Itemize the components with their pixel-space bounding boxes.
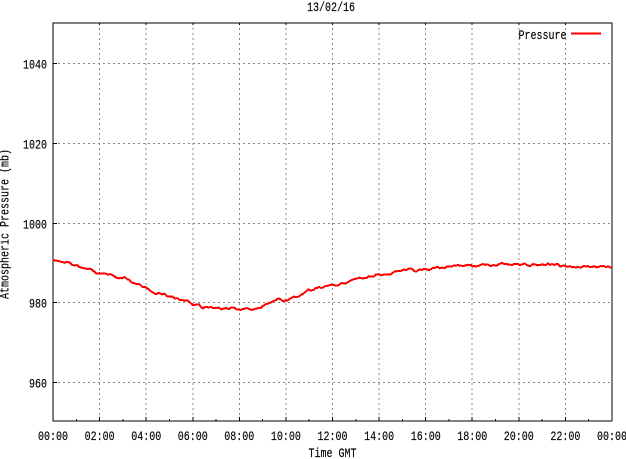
svg-text:Time GMT: Time GMT: [308, 447, 356, 459]
svg-text:14:00: 14:00: [364, 430, 394, 445]
svg-text:1040: 1040: [23, 58, 47, 73]
svg-text:12:00: 12:00: [317, 430, 347, 445]
svg-text:Atmospheric Pressure (mb): Atmospheric Pressure (mb): [0, 149, 13, 299]
svg-text:13/02/16: 13/02/16: [307, 1, 355, 16]
svg-text:20:00: 20:00: [504, 430, 534, 445]
svg-text:06:00: 06:00: [178, 430, 208, 445]
svg-text:Pressure: Pressure: [518, 29, 566, 44]
svg-text:1020: 1020: [23, 138, 47, 153]
svg-text:02:00: 02:00: [85, 430, 115, 445]
svg-text:980: 980: [29, 297, 47, 312]
svg-text:22:00: 22:00: [550, 430, 580, 445]
svg-text:16:00: 16:00: [411, 430, 441, 445]
svg-text:960: 960: [29, 377, 47, 392]
svg-text:08:00: 08:00: [224, 430, 254, 445]
svg-text:00:00: 00:00: [597, 430, 626, 445]
svg-text:04:00: 04:00: [131, 430, 161, 445]
svg-text:18:00: 18:00: [457, 430, 487, 445]
svg-text:1000: 1000: [23, 218, 47, 233]
svg-text:00:00: 00:00: [38, 430, 68, 445]
svg-text:10:00: 10:00: [271, 430, 301, 445]
